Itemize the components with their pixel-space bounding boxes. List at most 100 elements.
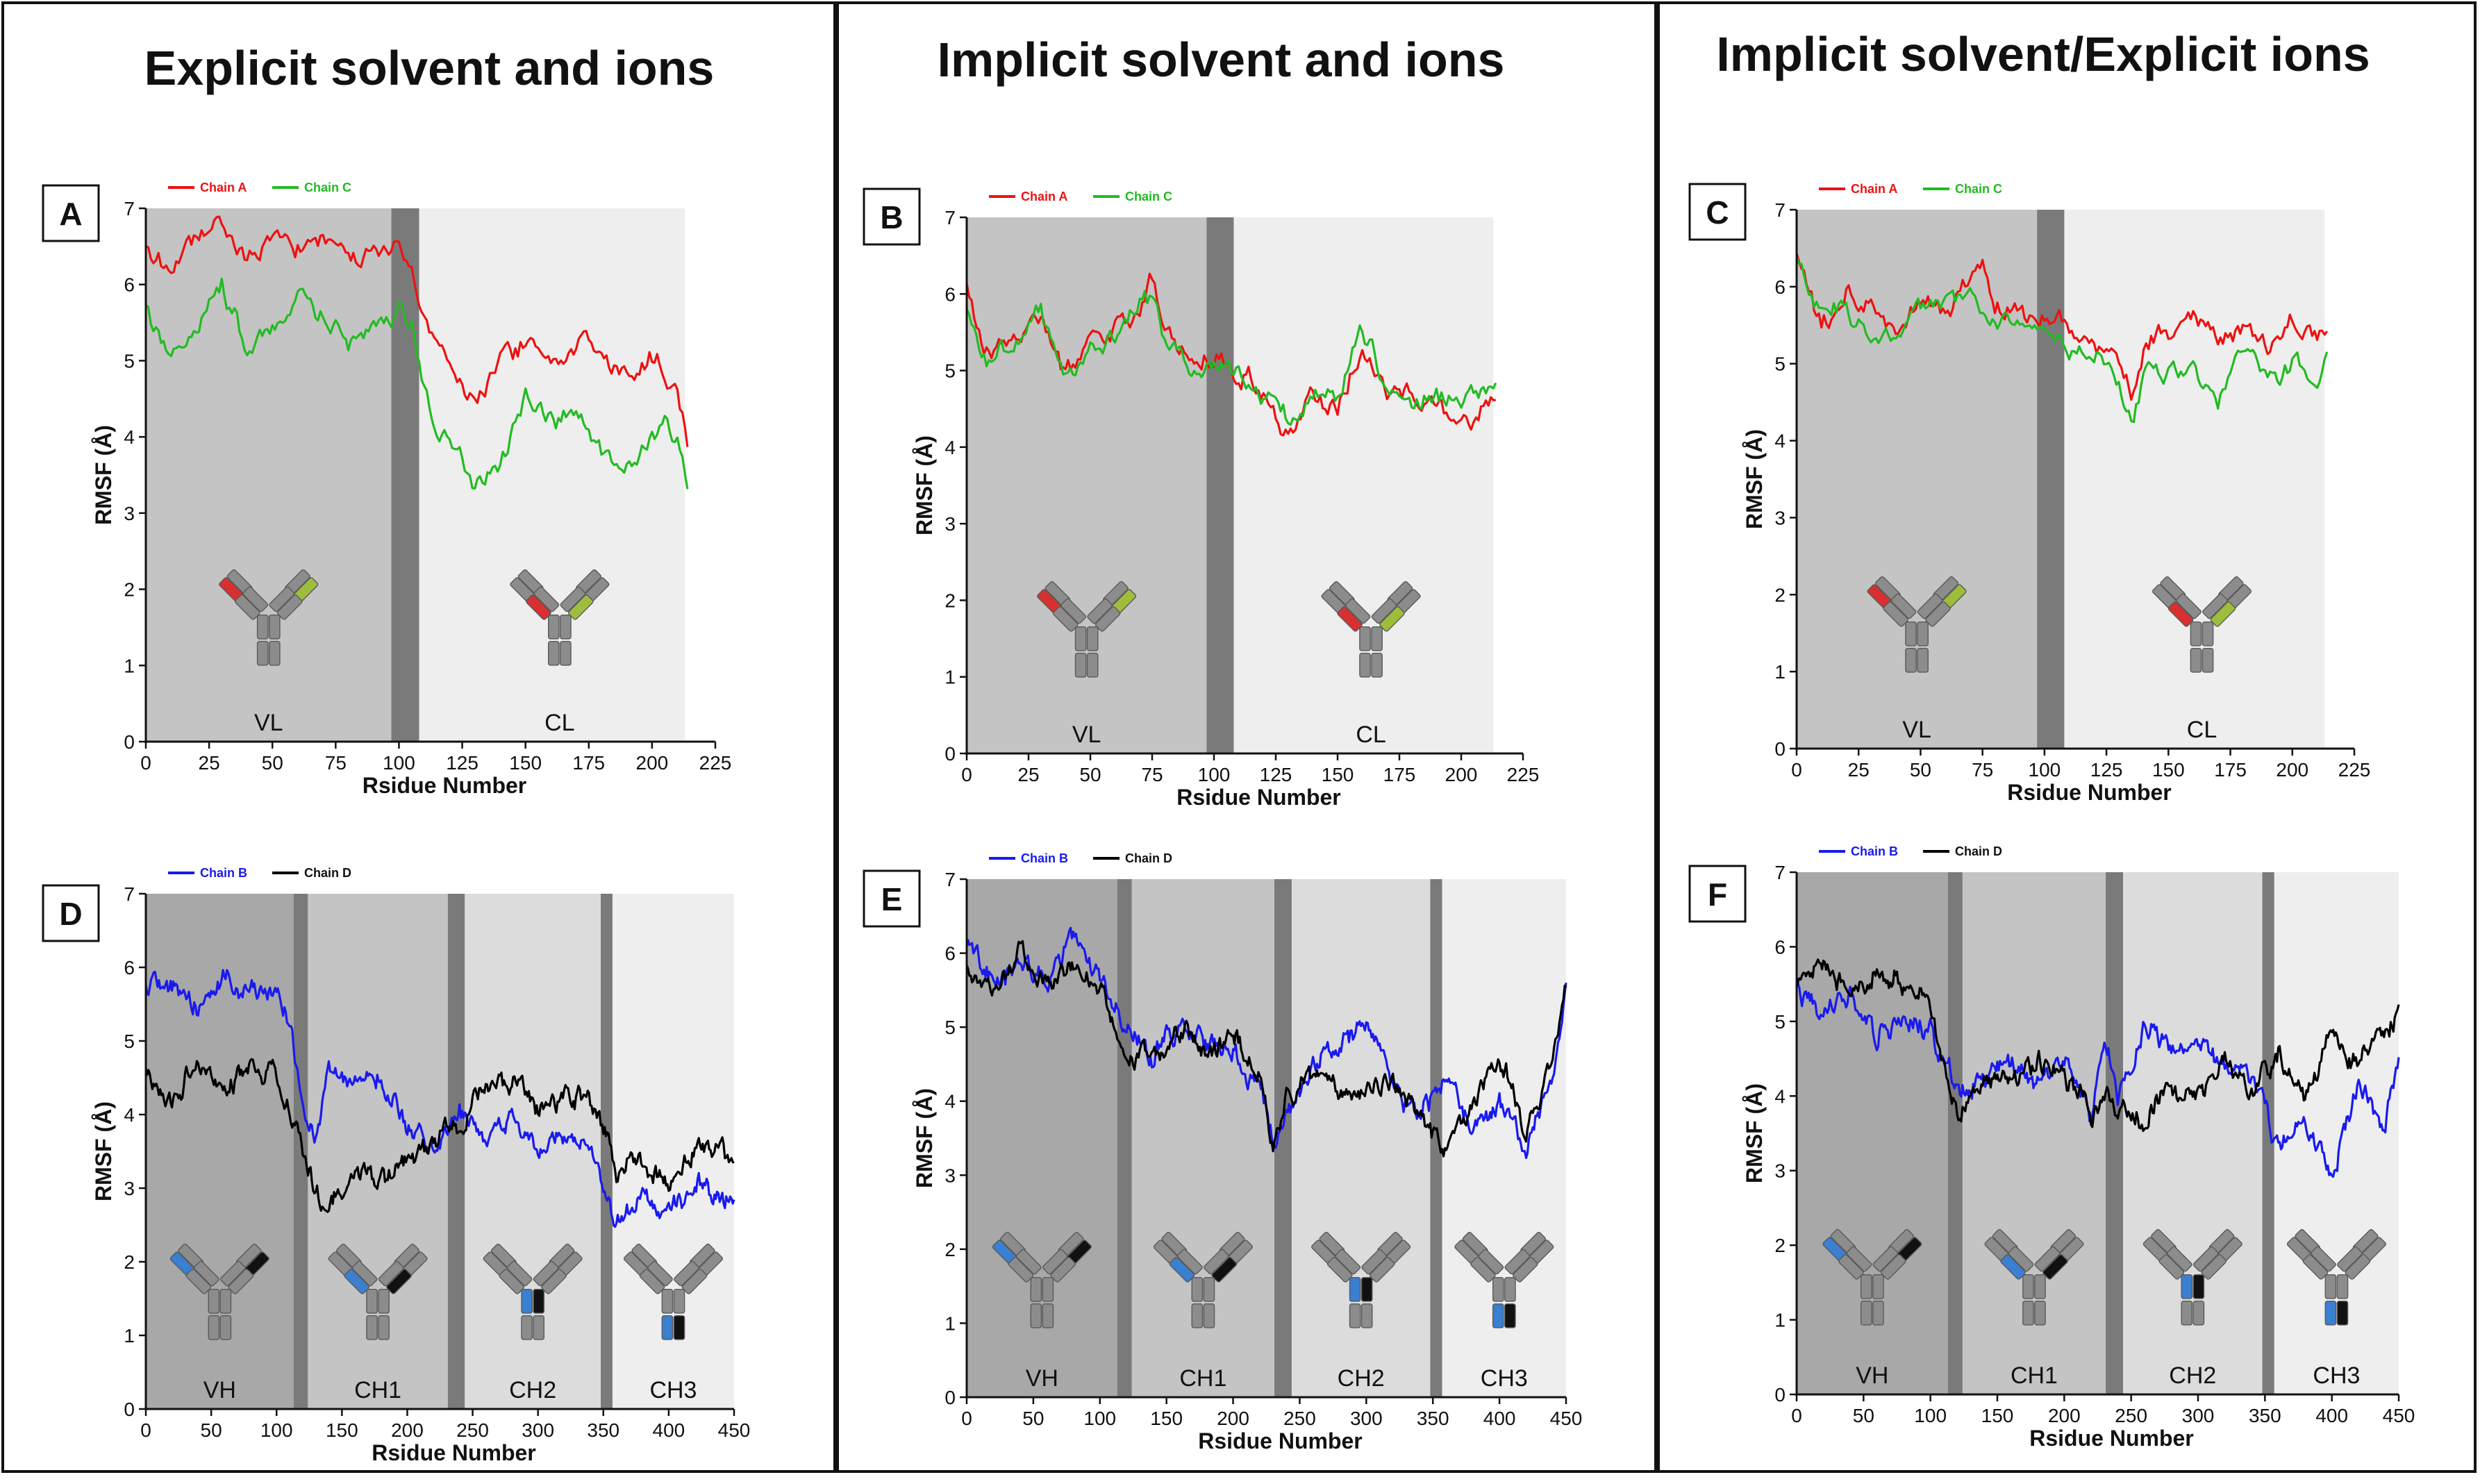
x-tick-label: 200 xyxy=(2048,1405,2081,1426)
y-tick-label: 2 xyxy=(124,579,135,601)
panel-letter-box xyxy=(863,869,921,928)
right-arm-inner-proximal xyxy=(1371,598,1397,624)
x-tick-label: 300 xyxy=(1350,1408,1383,1429)
antibody-schematic-cl-icon xyxy=(510,569,610,666)
left-arm-outer-proximal xyxy=(1008,1256,1034,1283)
stem-right-upper xyxy=(2034,1274,2046,1299)
x-tick-label: 400 xyxy=(1483,1408,1516,1429)
right-arm-outer-proximal xyxy=(1379,606,1405,632)
right-arm-inner-proximal xyxy=(1087,598,1113,624)
right-arm-outer-proximal xyxy=(541,1268,567,1294)
stem-left-upper xyxy=(208,1288,220,1314)
right-arm-outer-proximal xyxy=(1050,1256,1076,1283)
region-linker-3 xyxy=(447,894,465,1409)
legend-label-chain-c: Chain C xyxy=(304,181,351,194)
antibody-schematic-ch3-icon xyxy=(1454,1231,1554,1328)
region-label-ch3: CH3 xyxy=(2313,1362,2360,1389)
right-arm-outer-proximal xyxy=(567,594,594,620)
y-tick-label: 7 xyxy=(124,198,135,219)
region-vh xyxy=(1797,872,1948,1394)
x-tick-label: 175 xyxy=(2214,759,2247,781)
left-arm-inner-proximal xyxy=(533,586,560,612)
panel-C: VL CL 0 1 2 3 4 5 6 7 0 25 50 75 100 125 150 175 200 225 Rsi… xyxy=(1688,182,2371,805)
y-tick-label: 7 xyxy=(124,883,135,905)
right-arm-outer-proximal xyxy=(276,594,303,620)
y-axis-title: RMSF (Å) xyxy=(912,435,937,535)
stem-left-upper xyxy=(1349,1276,1361,1302)
right-arm-inner-proximal xyxy=(674,1260,699,1287)
region-label-ch1: CH1 xyxy=(354,1377,401,1403)
panel-F: VH CH1 CH2 CH3 0 1 2 3 4 5 6 7 0 50 100 150 200 250 300 350… xyxy=(1688,844,2415,1451)
antibody-schematic-ch2-icon xyxy=(483,1243,583,1340)
x-tick-label: 50 xyxy=(1910,759,1931,781)
y-axis-title: RMSF (Å) xyxy=(91,425,116,525)
stem-right-lower xyxy=(1086,652,1099,678)
y-tick-label: 5 xyxy=(944,1017,956,1038)
x-tick-label: 100 xyxy=(1083,1408,1116,1429)
x-tick-label: 100 xyxy=(1914,1405,1947,1426)
y-tick-label: 7 xyxy=(944,869,956,890)
stem-right-lower xyxy=(560,640,572,666)
y-tick-label: 1 xyxy=(1774,1310,1786,1331)
stem-right-lower xyxy=(673,1315,685,1340)
stem-left-lower xyxy=(1492,1303,1504,1328)
left-arm-inner-proximal xyxy=(194,1260,219,1287)
x-tick-label: 150 xyxy=(1981,1405,2014,1426)
stem-left-upper xyxy=(1359,626,1371,651)
x-tick-label: 350 xyxy=(1417,1408,1449,1429)
region-label-vh: VH xyxy=(1026,1365,1058,1392)
panel-letter-box xyxy=(42,884,100,942)
stem-right-lower xyxy=(533,1315,545,1340)
right-arm-outer-proximal xyxy=(1211,1256,1238,1283)
region-label-vl: VL xyxy=(254,710,283,736)
column-frame-implicit-explicit-ions xyxy=(1657,1,2477,1473)
series-line-chain-d xyxy=(144,1058,735,1213)
stem-right-upper xyxy=(219,1288,232,1314)
region-label-ch3: CH3 xyxy=(1481,1365,1528,1392)
right-arm-inner-proximal xyxy=(1204,1249,1229,1275)
x-tick-label: 150 xyxy=(326,1419,358,1441)
left-arm-outer-proximal xyxy=(639,1268,665,1294)
left-arm-inner-proximal xyxy=(1060,598,1087,624)
stem-left-lower xyxy=(1030,1303,1042,1328)
x-tick-label: 150 xyxy=(1150,1408,1183,1429)
left-arm-outer-proximal xyxy=(344,1268,370,1294)
left-arm-outer-proximal xyxy=(235,594,260,620)
panel-letter: C xyxy=(1706,194,1729,231)
x-tick-label: 200 xyxy=(2276,759,2308,781)
panel-E: VH CH1 CH2 CH3 0 1 2 3 4 5 6 7 0 50 100 150 200 250 300 350… xyxy=(863,851,1582,1453)
legend-label-chain-d: Chain D xyxy=(1955,844,2002,858)
left-arm-inner-proximal xyxy=(1478,1249,1504,1275)
y-tick-label: 0 xyxy=(124,731,135,753)
x-tick-label: 50 xyxy=(1079,764,1101,785)
region-label-ch2: CH2 xyxy=(509,1377,556,1403)
x-tick-label: 25 xyxy=(1848,759,1870,781)
x-tick-label: 225 xyxy=(2338,759,2371,781)
x-tick-label: 75 xyxy=(325,752,347,774)
x-tick-label: 100 xyxy=(260,1419,293,1441)
region-linker-1 xyxy=(1206,217,1234,753)
x-tick-label: 200 xyxy=(391,1419,424,1441)
antibody-schematic-vh-icon xyxy=(992,1231,1092,1328)
stem-left-lower xyxy=(2324,1300,2337,1326)
stem-right-upper xyxy=(2336,1274,2349,1299)
stem-right-upper xyxy=(1371,626,1383,651)
panel-letter: A xyxy=(59,196,82,232)
region-label-ch2: CH2 xyxy=(1338,1365,1385,1392)
y-tick-label: 7 xyxy=(944,207,956,228)
region-label-ch1: CH1 xyxy=(2011,1362,2058,1389)
stem-left-upper xyxy=(256,614,269,640)
y-tick-label: 3 xyxy=(944,1165,956,1186)
left-arm-outer-proximal xyxy=(526,594,551,620)
stem-left-lower xyxy=(366,1315,378,1340)
right-arm-outer-proximal xyxy=(2042,1253,2068,1280)
antibody-schematic-ch2-icon xyxy=(1311,1231,1411,1328)
right-arm-outer-proximal xyxy=(1512,1256,1538,1283)
left-arm-inner-proximal xyxy=(1846,1246,1872,1272)
y-tick-label: 6 xyxy=(944,943,956,965)
stem-left-upper xyxy=(1492,1276,1504,1302)
left-arm-inner-proximal xyxy=(1345,598,1371,624)
stem-left-lower xyxy=(1191,1303,1204,1328)
region-label-cl: CL xyxy=(2187,717,2217,743)
antibody-schematic-ch3-icon xyxy=(2286,1228,2386,1326)
